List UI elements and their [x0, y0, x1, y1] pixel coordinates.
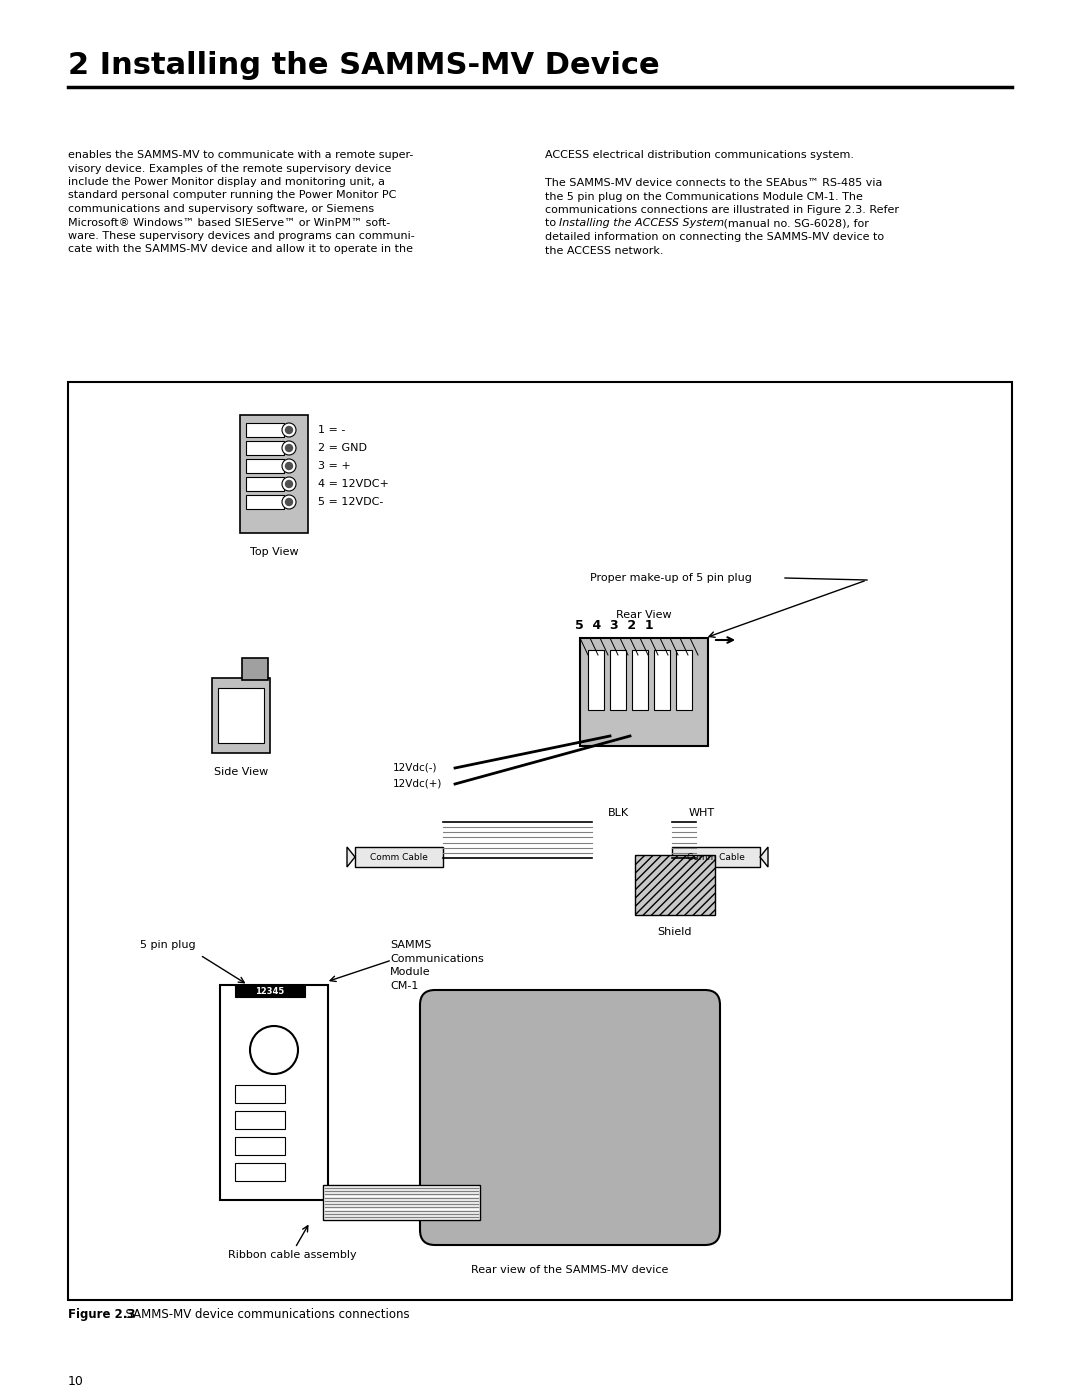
Text: Installing the ACCESS System: Installing the ACCESS System [559, 218, 724, 229]
Bar [676, 650, 692, 710]
Circle shape [282, 423, 296, 437]
Text: 10: 10 [68, 1375, 84, 1389]
Text: Comm Cable: Comm Cable [370, 852, 428, 862]
Text: communications connections are illustrated in Figure 2.3. Refer: communications connections are illustrat… [545, 205, 899, 215]
Bar [632, 650, 648, 710]
Bar [246, 441, 284, 455]
Bar [212, 678, 270, 753]
Text: Ribbon cable assembly: Ribbon cable assembly [228, 1250, 356, 1260]
Text: Top View: Top View [249, 548, 298, 557]
Text: 5 = 12VDC-: 5 = 12VDC- [318, 497, 383, 507]
Polygon shape [760, 847, 768, 868]
Bar [240, 415, 308, 534]
Text: visory device. Examples of the remote supervisory device: visory device. Examples of the remote su… [68, 163, 391, 173]
Text: enables the SAMMS-MV to communicate with a remote super-: enables the SAMMS-MV to communicate with… [68, 149, 414, 161]
Text: 5 pin plug: 5 pin plug [140, 940, 195, 950]
Bar [246, 460, 284, 474]
Bar [242, 658, 268, 680]
Bar [588, 650, 604, 710]
Circle shape [249, 1025, 298, 1074]
Text: SAMMS-MV device communications connections: SAMMS-MV device communications connectio… [118, 1308, 409, 1322]
Bar [235, 1085, 285, 1104]
Text: Rear view of the SAMMS-MV device: Rear view of the SAMMS-MV device [471, 1266, 669, 1275]
Bar [218, 687, 264, 743]
Text: BLK: BLK [607, 807, 629, 819]
Text: ware. These supervisory devices and programs can communi-: ware. These supervisory devices and prog… [68, 231, 415, 242]
Circle shape [285, 444, 293, 451]
Text: the 5 pin plug on the Communications Module CM-1. The: the 5 pin plug on the Communications Mod… [545, 191, 863, 201]
Text: 3 = +: 3 = + [318, 461, 351, 471]
Text: 12Vdc(-): 12Vdc(-) [393, 763, 437, 773]
Text: 12345: 12345 [255, 986, 285, 996]
Bar [323, 1185, 480, 1220]
Bar [235, 985, 305, 997]
Text: 4 = 12VDC+: 4 = 12VDC+ [318, 479, 389, 489]
Circle shape [285, 426, 293, 433]
Text: Rear View: Rear View [617, 610, 672, 620]
Text: the ACCESS network.: the ACCESS network. [545, 246, 663, 256]
Bar [355, 847, 443, 868]
Bar [246, 423, 284, 437]
Text: communications and supervisory software, or Siemens: communications and supervisory software,… [68, 204, 374, 214]
Circle shape [285, 462, 293, 469]
Text: 2 Installing the SAMMS-MV Device: 2 Installing the SAMMS-MV Device [68, 52, 660, 80]
Bar [246, 495, 284, 509]
Text: Side View: Side View [214, 767, 268, 777]
Bar [635, 855, 715, 915]
Circle shape [285, 481, 293, 488]
Text: standard personal computer running the Power Monitor PC: standard personal computer running the P… [68, 190, 396, 201]
Circle shape [282, 495, 296, 509]
Text: 5  4  3  2  1: 5 4 3 2 1 [575, 619, 653, 631]
Text: Proper make-up of 5 pin plug: Proper make-up of 5 pin plug [590, 573, 752, 583]
Circle shape [282, 460, 296, 474]
Bar [68, 381, 1012, 1301]
Bar [235, 1111, 285, 1129]
Text: detailed information on connecting the SAMMS-MV device to: detailed information on connecting the S… [545, 232, 885, 242]
Bar [235, 1162, 285, 1180]
Text: cate with the SAMMS-MV device and allow it to operate in the: cate with the SAMMS-MV device and allow … [68, 244, 413, 254]
Text: ACCESS electrical distribution communications system.: ACCESS electrical distribution communica… [545, 149, 854, 161]
FancyBboxPatch shape [420, 990, 720, 1245]
Text: The SAMMS-MV device connects to the SEAbus™ RS-485 via: The SAMMS-MV device connects to the SEAb… [545, 177, 882, 189]
Text: to: to [545, 218, 559, 229]
Circle shape [282, 476, 296, 490]
Text: 2 = GND: 2 = GND [318, 443, 367, 453]
Text: SAMMS
Communications
Module
CM-1: SAMMS Communications Module CM-1 [390, 940, 484, 990]
Circle shape [285, 499, 293, 506]
Bar [580, 638, 708, 746]
Text: (manual no. SG-6028), for: (manual no. SG-6028), for [720, 218, 869, 229]
Bar [235, 1137, 285, 1155]
Text: include the Power Monitor display and monitoring unit, a: include the Power Monitor display and mo… [68, 177, 384, 187]
Bar [246, 476, 284, 490]
Polygon shape [347, 847, 355, 868]
Circle shape [282, 441, 296, 455]
Bar [654, 650, 670, 710]
Text: Microsoft® Windows™ based SIEServe™ or WinPM™ soft-: Microsoft® Windows™ based SIEServe™ or W… [68, 218, 390, 228]
Bar [672, 847, 760, 868]
Text: WHT: WHT [689, 807, 715, 819]
Text: Shield: Shield [658, 928, 692, 937]
Bar [220, 985, 328, 1200]
Text: Comm Cable: Comm Cable [687, 852, 745, 862]
Text: Figure 2.3: Figure 2.3 [68, 1308, 135, 1322]
Text: 1 = -: 1 = - [318, 425, 346, 434]
Bar [610, 650, 626, 710]
Text: 12Vdc(+): 12Vdc(+) [393, 780, 443, 789]
